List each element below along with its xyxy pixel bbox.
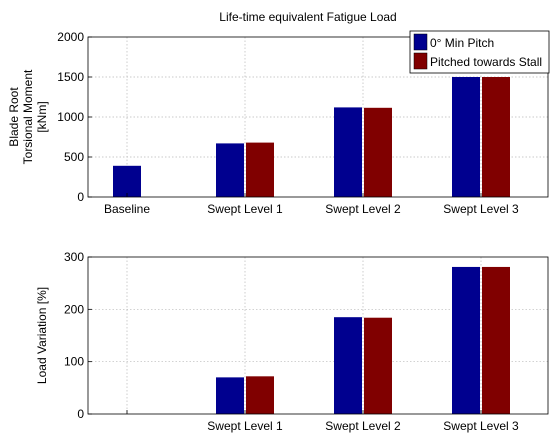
y-tick-label: 1000 <box>57 110 84 124</box>
y-tick-label: 2000 <box>57 30 84 44</box>
bar-pitched-stall <box>482 77 510 197</box>
y-axis-label: [kNm] <box>35 101 49 132</box>
bar-pitched-stall <box>482 266 510 414</box>
chart-1: 0 500 1000 1500 2000 Baseline Swept Level 1 Swe… <box>7 10 550 216</box>
x-tick-label: Swept Level 3 <box>443 419 519 433</box>
chart-2: 0 100 200 300 Swept Level 1 Swept Level 2 Swep… <box>35 250 549 433</box>
bar-min-pitch <box>216 143 244 197</box>
x-tick-label: Swept Level 2 <box>325 419 401 433</box>
x-tick-label: Swept Level 3 <box>443 202 519 216</box>
y-axis-label: Blade Root <box>7 87 21 147</box>
bar-min-pitch <box>452 77 480 197</box>
x-tick-label: Swept Level 1 <box>207 202 283 216</box>
chart-title: Life-time equivalent Fatigue Load <box>219 10 396 24</box>
y-tick-label: 1500 <box>57 70 84 84</box>
y-tick-label: 300 <box>64 250 84 264</box>
plot-border <box>87 36 549 198</box>
y-tick-label: 200 <box>64 302 84 316</box>
legend-swatch <box>413 33 428 51</box>
x-tick-label: Swept Level 1 <box>207 419 283 433</box>
legend-box <box>409 30 550 74</box>
legend-label: Pitched towards Stall <box>430 55 542 69</box>
x-tick-label: Swept Level 2 <box>325 202 401 216</box>
bar-min-pitch <box>452 266 480 414</box>
legend-swatch <box>413 52 428 70</box>
bar-pitched-stall <box>364 107 392 197</box>
bar-min-pitch <box>334 107 362 197</box>
y-axis-label: Torsional Moment <box>21 69 35 164</box>
bar-min-pitch <box>216 377 244 414</box>
x-tick-label: Baseline <box>104 202 150 216</box>
legend: 0° Min Pitch Pitched towards Stall <box>409 30 550 74</box>
y-tick-label: 100 <box>64 355 84 369</box>
y-tick-label: 0 <box>77 190 84 204</box>
bar-min-pitch <box>334 317 362 414</box>
bar-pitched-stall <box>364 317 392 414</box>
plot-border <box>87 256 549 415</box>
legend-label: 0° Min Pitch <box>430 36 494 50</box>
bar-pitched-stall <box>246 142 274 197</box>
bar-min-pitch <box>113 165 141 197</box>
y-axis-label: Load Variation [%] <box>35 287 49 384</box>
bar-pitched-stall <box>246 376 274 414</box>
y-tick-label: 500 <box>64 150 84 164</box>
y-tick-label: 0 <box>77 407 84 421</box>
